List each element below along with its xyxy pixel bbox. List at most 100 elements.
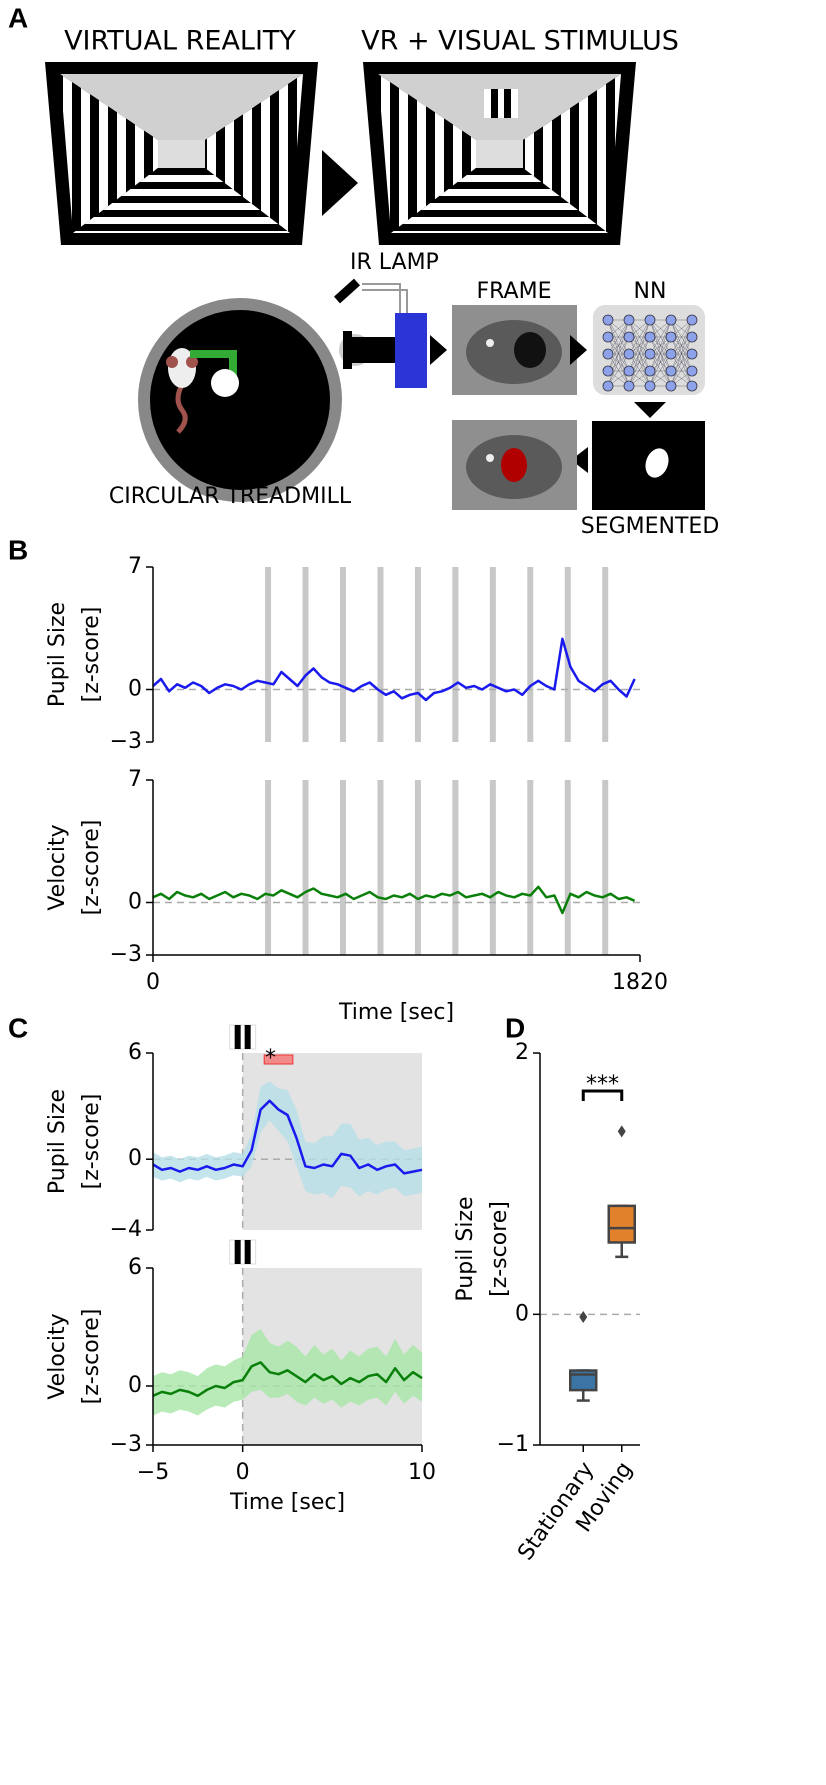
stimulus-bar — [564, 780, 571, 955]
stimulus-bar — [489, 567, 496, 742]
camera — [333, 278, 427, 388]
panel-label: A — [8, 2, 28, 33]
y-axis-label: [z-score] — [79, 820, 104, 916]
nn-node — [665, 365, 677, 377]
nn-edge — [628, 336, 651, 372]
line — [152, 1099, 423, 1175]
line — [152, 1361, 423, 1398]
y-axis-label: [z-score] — [79, 1309, 104, 1405]
nn-node — [602, 331, 614, 343]
stimulus-bar — [452, 567, 459, 742]
arrow — [571, 447, 588, 473]
stimulus-bar — [377, 567, 384, 742]
x-tick-label: 1820 — [612, 970, 668, 995]
y-axis-label: Pupil Size — [45, 1089, 70, 1194]
stimulus-bar — [302, 780, 309, 955]
x-tick-label: 0 — [236, 1460, 250, 1485]
nn-node — [602, 314, 614, 326]
x-tick-label: −5 — [137, 1460, 169, 1485]
stimulus-bar — [414, 780, 421, 955]
treadmill — [138, 298, 342, 502]
nn-node — [623, 348, 635, 360]
nn-node — [602, 365, 614, 377]
arrow — [570, 335, 587, 365]
nn-node — [602, 380, 614, 392]
nn-edge — [628, 336, 651, 387]
arrow — [430, 335, 447, 365]
nn-node — [602, 348, 614, 360]
band — [153, 1328, 422, 1416]
y-tick-label: 6 — [128, 1040, 142, 1065]
eye-segmented — [452, 420, 577, 510]
stimulus-bar — [265, 567, 272, 742]
nn-edge — [649, 336, 672, 387]
stimulus-bar — [452, 780, 459, 955]
nn-node — [623, 331, 635, 343]
ir-lamp-label: IR LAMP — [350, 250, 439, 275]
stimulus-icon — [229, 1239, 257, 1265]
stimulus-icon — [229, 1024, 257, 1050]
stimulus-bar — [339, 567, 346, 742]
vr-title: VIRTUAL REALITY — [64, 26, 296, 57]
nn-edge — [670, 336, 693, 387]
nn-node — [644, 314, 656, 326]
stimulus-bar — [527, 567, 534, 742]
panel-label: C — [8, 1012, 28, 1043]
stimulus-bar — [339, 780, 346, 955]
y-tick-label: 0 — [515, 1301, 529, 1326]
stimulus-icon — [234, 1240, 241, 1264]
y-tick-label: 0 — [128, 1373, 142, 1398]
vr-stim-screen — [363, 62, 636, 245]
nn-node — [644, 365, 656, 377]
nn-node — [665, 348, 677, 360]
nn-node — [665, 314, 677, 326]
line — [152, 885, 636, 915]
stimulus-bar — [602, 567, 609, 742]
y-tick-label: −4 — [110, 1217, 142, 1242]
line — [152, 637, 636, 702]
stimulus-bar — [377, 780, 384, 955]
vr-screen — [45, 62, 318, 245]
y-axis-label: Velocity — [45, 1313, 70, 1399]
nn-node — [686, 331, 698, 343]
significance-bracket — [581, 1089, 624, 1101]
flier — [579, 1310, 588, 1323]
significance-window — [263, 1054, 294, 1065]
nn-diagram — [593, 305, 705, 395]
stimulus-bar — [602, 780, 609, 955]
stimulus-icon — [244, 1240, 251, 1264]
nn-edge — [649, 319, 672, 372]
nn-node — [644, 380, 656, 392]
x-tick-label: 0 — [146, 970, 160, 995]
box — [607, 1204, 636, 1244]
nn-node — [665, 380, 677, 392]
arrow — [634, 402, 666, 418]
nn-node — [686, 314, 698, 326]
stimulus-bar — [489, 780, 496, 955]
nn-edge — [670, 336, 693, 372]
nn-node — [686, 348, 698, 360]
nn-edge — [607, 336, 630, 387]
x-tick-label: 10 — [408, 1460, 436, 1485]
panel-label: D — [505, 1012, 525, 1043]
nn-node — [623, 365, 635, 377]
nn-edge — [649, 353, 672, 387]
stimulus-bar — [414, 567, 421, 742]
nn-edge — [670, 319, 693, 355]
y-axis-label: [z-score] — [487, 1201, 512, 1297]
y-tick-label: 6 — [128, 1255, 142, 1280]
nn-edge — [607, 336, 630, 372]
vr-stim-title: VR + VISUAL STIMULUS — [361, 26, 679, 57]
y-tick-label: −3 — [110, 942, 142, 967]
nn-edge — [628, 319, 651, 355]
stimulus-bar — [302, 567, 309, 742]
y-tick-label: −1 — [497, 1432, 529, 1457]
y-axis-label: Pupil Size — [45, 602, 70, 707]
nn-edge — [628, 353, 651, 387]
nn-edge — [670, 353, 693, 387]
y-axis-label: [z-score] — [79, 1094, 104, 1190]
significance-label: * — [265, 1046, 276, 1071]
nn-node — [686, 365, 698, 377]
segmented-label: SEGMENTED — [581, 514, 720, 539]
